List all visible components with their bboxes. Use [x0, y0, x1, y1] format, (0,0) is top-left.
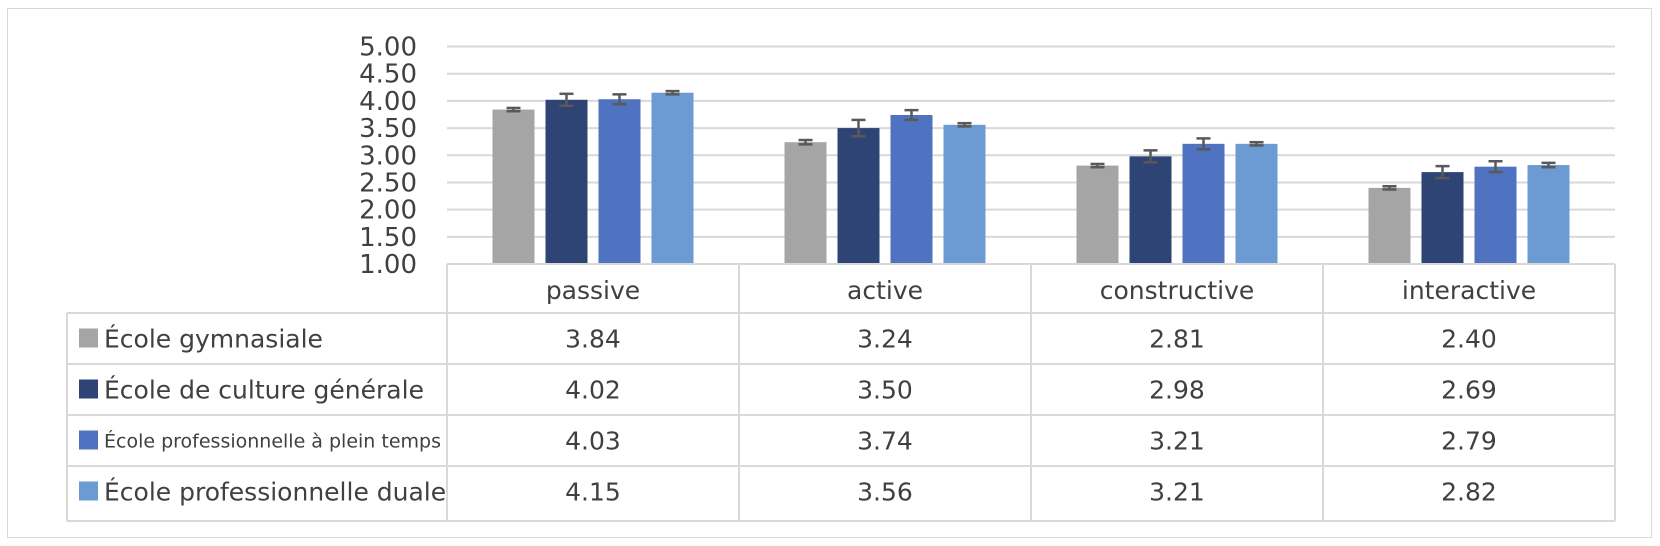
series-label: École professionnelle à plein temps — [104, 430, 441, 453]
data-label: 3.56 — [857, 478, 913, 507]
bar-2-series-4 — [943, 124, 986, 264]
legend-key-series-3 — [79, 430, 98, 450]
bar-4-series-4 — [1527, 165, 1570, 264]
data-label: 3.84 — [565, 325, 621, 354]
bar-2-series-1 — [784, 142, 827, 264]
data-label: 2.69 — [1441, 376, 1497, 405]
series-label: École de culture générale — [104, 376, 424, 405]
y-tick-label: 4.00 — [359, 87, 417, 117]
data-label: 4.15 — [565, 478, 621, 507]
data-label: 3.74 — [857, 427, 913, 456]
chart-frame — [7, 8, 1652, 538]
bar-4-series-1 — [1368, 187, 1411, 264]
bar-4-series-2 — [1421, 172, 1464, 264]
data-label: 2.81 — [1149, 325, 1205, 354]
category-label: constructive — [1100, 276, 1255, 305]
y-tick-label: 2.50 — [359, 168, 417, 198]
data-label: 3.50 — [857, 376, 913, 405]
bar-1-series-1 — [492, 109, 535, 264]
bar-2-series-3 — [890, 115, 933, 264]
data-label: 2.79 — [1441, 427, 1497, 456]
bar-3-series-2 — [1129, 156, 1172, 264]
legend-key-series-2 — [79, 379, 98, 399]
category-label: interactive — [1402, 276, 1536, 305]
series-label: École professionnelle duale — [104, 478, 446, 507]
bar-2-series-2 — [837, 128, 880, 264]
bar-1-series-2 — [545, 99, 588, 264]
data-label: 3.21 — [1149, 427, 1205, 456]
data-label: 4.02 — [565, 376, 621, 405]
bar-3-series-4 — [1235, 143, 1278, 264]
legend-key-series-1 — [79, 328, 98, 348]
y-tick-label: 1.00 — [359, 250, 417, 280]
y-tick-label: 3.00 — [359, 141, 417, 171]
bar-4-series-3 — [1474, 166, 1517, 264]
y-tick-label: 3.50 — [359, 114, 417, 144]
y-tick-label: 2.00 — [359, 196, 417, 226]
series-label: École gymnasiale — [104, 325, 323, 354]
y-tick-label: 5.00 — [359, 33, 417, 63]
data-label: 3.21 — [1149, 478, 1205, 507]
bar-1-series-4 — [651, 92, 694, 264]
category-label: active — [847, 276, 923, 305]
bar-3-series-1 — [1076, 165, 1119, 264]
bar-1-series-3 — [598, 99, 641, 265]
data-label: 2.82 — [1441, 478, 1497, 507]
bar-3-series-3 — [1182, 143, 1225, 264]
y-tick-label: 1.50 — [359, 223, 417, 253]
data-label: 4.03 — [565, 427, 621, 456]
legend-key-series-4 — [79, 481, 98, 501]
category-label: passive — [546, 276, 640, 305]
data-label: 3.24 — [857, 325, 913, 354]
data-label: 2.98 — [1149, 376, 1205, 405]
y-tick-label: 4.50 — [359, 60, 417, 90]
data-label: 2.40 — [1441, 325, 1497, 354]
